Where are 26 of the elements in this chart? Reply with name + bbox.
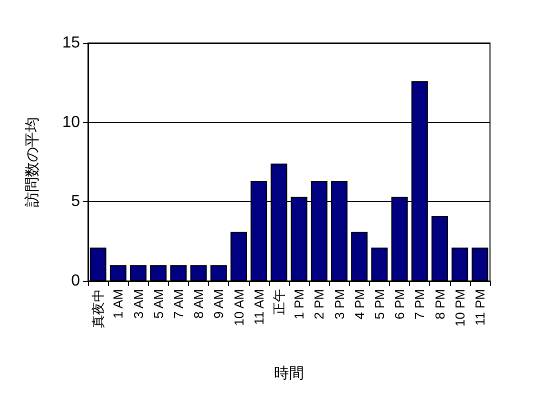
x-tick-label: 5 AM — [150, 289, 166, 319]
x-tick-label: 8 PM — [432, 289, 448, 320]
x-tick-label: 正午 — [271, 289, 286, 315]
x-tick-label: 3 PM — [332, 289, 347, 320]
x-tick-label: 2 PM — [312, 289, 327, 320]
x-tick-label: 3 AM — [130, 289, 146, 319]
x-tick-label: 11 PM — [472, 289, 488, 326]
y-axis-title: 訪問数の平均 — [24, 117, 41, 207]
y-tick-label: 15 — [62, 34, 80, 52]
x-tick-label: 1 PM — [292, 289, 307, 320]
x-tick-label: 真夜中 — [90, 289, 106, 328]
x-tick-label: 5 PM — [372, 289, 387, 320]
x-tick-label: 11 AM — [251, 289, 266, 325]
x-axis-title: 時間 — [274, 365, 304, 382]
x-tick-label: 10 PM — [452, 289, 468, 327]
y-tick-label: 5 — [71, 193, 80, 210]
y-tick-label: 10 — [62, 114, 80, 131]
x-tick-label: 10 AM — [231, 289, 246, 326]
x-tick-label: 4 PM — [352, 289, 367, 320]
x-tick-label: 7 AM — [170, 289, 186, 319]
x-tick-label: 6 PM — [392, 289, 408, 320]
x-tick-label: 7 PM — [412, 289, 428, 320]
x-tick-label: 9 AM — [211, 289, 226, 319]
x-tick-label: 1 AM — [110, 289, 126, 319]
x-tick-label: 8 AM — [191, 289, 206, 319]
y-tick-label: 0 — [71, 272, 80, 290]
